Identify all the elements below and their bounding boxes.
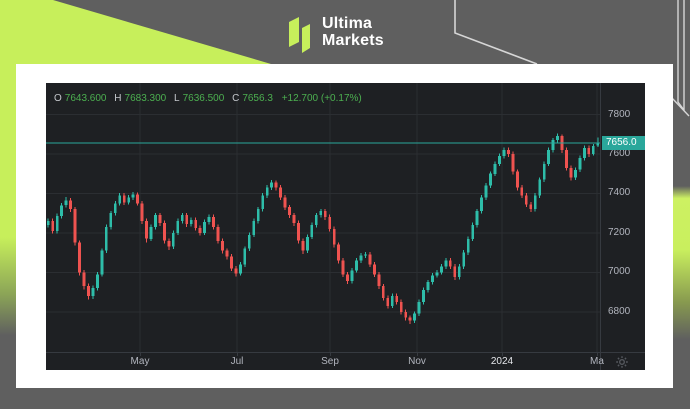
time-tick-label: 2024 xyxy=(490,356,514,367)
legend-high-label: H xyxy=(114,93,122,104)
brand-logo-icon xyxy=(289,17,310,53)
time-tick-mark xyxy=(140,353,141,356)
legend-close-label: C xyxy=(232,93,240,104)
price-tick-label: 7600 xyxy=(608,147,631,159)
price-axis[interactable]: 7656.0 7800 7600 7400 7200 7000 6800 xyxy=(601,83,645,352)
legend-open-value: 7643.600 xyxy=(64,93,107,104)
legend-open-label: O xyxy=(54,93,62,104)
time-tick-label: Ma xyxy=(590,356,604,367)
axis-separator-vertical xyxy=(600,83,601,370)
chart-card: O 7643.600 H 7683.300 L 7636.500 C 7656.3 +1… xyxy=(16,64,673,388)
decor-right-lime-strip xyxy=(673,0,690,409)
price-tick-label: 7200 xyxy=(608,226,631,238)
time-axis[interactable]: May Jul Sep Nov 2024 Ma xyxy=(46,353,645,370)
time-tick-mark xyxy=(237,353,238,356)
decor-lime-wedge xyxy=(0,0,271,64)
legend-change: +12.700 (+0.17%) xyxy=(281,93,362,104)
axis-separator-horizontal xyxy=(46,352,645,353)
brand-name-line2: Markets xyxy=(322,32,384,49)
candlestick-chart[interactable] xyxy=(46,83,600,352)
ohlc-legend: O 7643.600 H 7683.300 L 7636.500 C 7656.3 +1… xyxy=(54,93,362,104)
settings-gear-icon[interactable] xyxy=(614,355,630,369)
decor-left-lime-strip xyxy=(0,0,16,409)
chart-panel: O 7643.600 H 7683.300 L 7636.500 C 7656.3 +1… xyxy=(46,83,645,370)
brand-logo: Ultima Markets xyxy=(288,15,384,53)
legend-low-value: 7636.500 xyxy=(182,93,225,104)
legend-close-value: 7656.3 xyxy=(242,93,273,104)
brand-name-line1: Ultima xyxy=(322,15,373,32)
time-tick-label: May xyxy=(130,356,150,367)
price-tick-label: 7800 xyxy=(608,108,631,120)
legend-high-value: 7683.300 xyxy=(124,93,167,104)
time-tick-mark xyxy=(330,353,331,356)
time-tick-label: Sep xyxy=(321,356,339,367)
time-tick-label: Nov xyxy=(408,356,426,367)
legend-low-label: L xyxy=(174,93,180,104)
time-tick-mark xyxy=(597,353,598,356)
price-tick-label: 7000 xyxy=(608,266,631,278)
time-tick-mark xyxy=(417,353,418,356)
price-tick-label: 7400 xyxy=(608,187,631,199)
price-tick-label: 6800 xyxy=(608,305,631,317)
last-price-label: 7656.0 xyxy=(602,135,645,150)
time-tick-mark xyxy=(502,353,503,356)
brand-name: Ultima Markets xyxy=(322,15,384,49)
time-tick-label: Jul xyxy=(230,356,244,367)
